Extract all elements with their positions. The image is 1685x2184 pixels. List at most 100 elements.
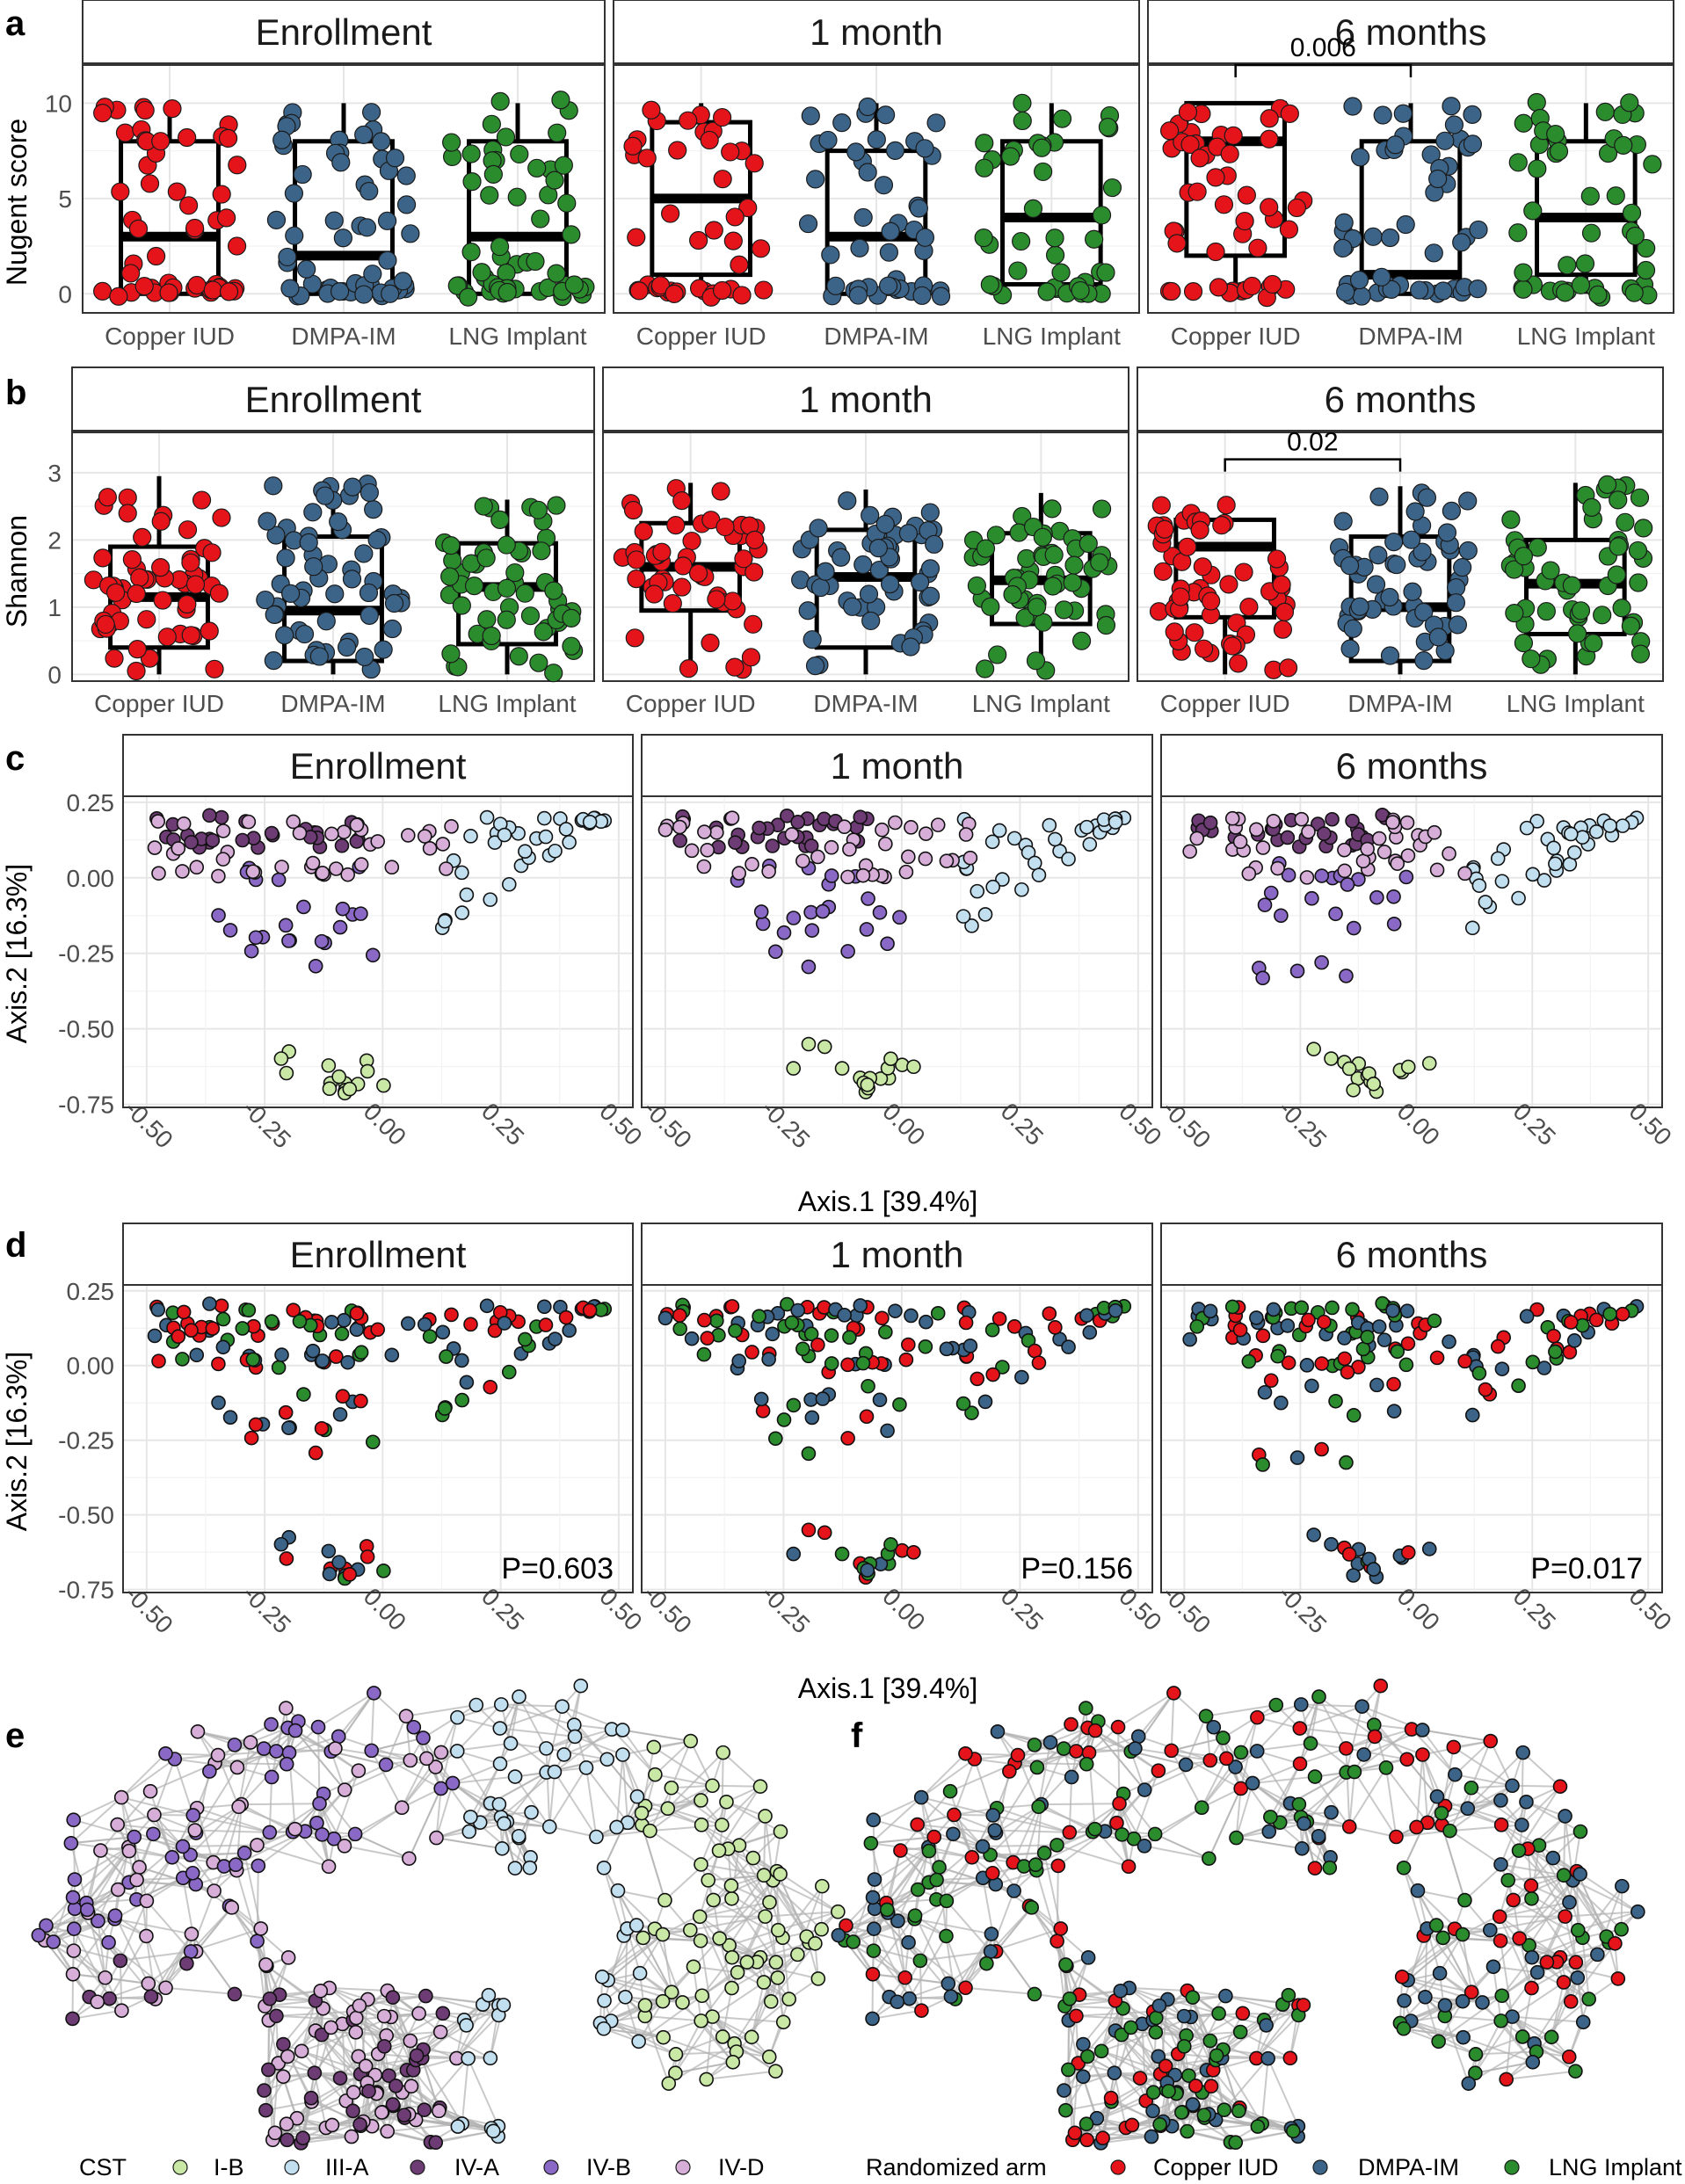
network-edge — [1299, 1705, 1362, 1730]
panel-border — [613, 64, 1140, 314]
data-point — [986, 526, 1006, 545]
network-edge — [344, 1760, 411, 1791]
data-point — [858, 163, 877, 182]
network-node — [675, 1995, 690, 2010]
data-point — [780, 808, 795, 824]
data-point — [1232, 834, 1248, 850]
network-node — [93, 1843, 108, 1858]
network-edge — [574, 1735, 623, 1756]
data-point — [463, 1317, 478, 1332]
data-point — [1360, 1330, 1375, 1345]
network-node — [1468, 2047, 1484, 2062]
data-point — [474, 497, 493, 516]
data-point — [292, 825, 308, 841]
data-point — [1595, 102, 1615, 122]
data-point — [912, 286, 932, 305]
data-point — [898, 524, 919, 543]
data-point — [439, 585, 460, 605]
network-node — [745, 1850, 761, 1866]
network-edge — [671, 1787, 723, 1826]
data-point — [558, 822, 574, 837]
data-point — [331, 1555, 346, 1570]
facet-c-1-month: 1 month-0.50 -0.25 0.00 0.25 0.50 — [638, 734, 1167, 1154]
network-edge — [73, 1818, 135, 1839]
data-point — [1414, 602, 1434, 622]
data-point — [904, 820, 919, 835]
network-edge — [585, 1767, 598, 1838]
data-point — [122, 549, 142, 570]
data-point — [202, 808, 217, 824]
data-point — [837, 819, 852, 835]
data-point — [400, 1316, 416, 1331]
network-node — [345, 2085, 361, 2101]
network-edge — [603, 1867, 625, 1936]
network-node — [1410, 1883, 1426, 1898]
network-node — [396, 2108, 412, 2122]
network-edge — [514, 1775, 551, 1828]
data-point — [918, 851, 933, 867]
box-lng-implant — [963, 492, 1118, 680]
network-edge — [119, 1960, 123, 2011]
data-point — [1505, 560, 1524, 579]
network-edge — [500, 1703, 575, 1726]
data-point — [479, 1298, 495, 1314]
data-point — [322, 1081, 338, 1097]
data-point — [892, 910, 907, 925]
data-point — [815, 1391, 831, 1406]
data-point — [1505, 603, 1524, 623]
network-edge — [425, 1995, 505, 2006]
data-point — [1272, 575, 1291, 594]
data-point — [1337, 1331, 1352, 1346]
data-point — [1042, 817, 1057, 833]
network-edge — [354, 1806, 403, 1835]
data-point — [248, 930, 264, 946]
data-point — [1548, 1344, 1563, 1360]
data-point — [1033, 527, 1052, 547]
data-point — [360, 606, 379, 625]
x-tick-label: Copper IUD — [94, 690, 224, 717]
network-edge — [405, 1716, 411, 1761]
network-node — [511, 1828, 527, 1844]
data-point — [1494, 874, 1510, 889]
data-point — [324, 211, 344, 230]
data-point — [441, 644, 461, 664]
data-point — [1427, 824, 1442, 840]
data-point — [354, 285, 374, 304]
network-edge — [285, 1707, 337, 1750]
network-node — [1164, 1743, 1180, 1759]
data-point — [872, 1392, 888, 1408]
data-point — [1636, 260, 1656, 280]
network-edge — [412, 2057, 457, 2072]
data-point — [216, 208, 236, 228]
network-node — [522, 1860, 538, 1876]
network-edge — [1421, 1754, 1429, 1823]
data-point — [1255, 1457, 1270, 1472]
network-node — [315, 1827, 330, 1842]
data-point — [118, 488, 137, 507]
data-point — [435, 837, 451, 852]
box-lng-implant — [1508, 92, 1662, 307]
x-tick-label: 0.00 — [1392, 1583, 1445, 1636]
data-point — [1386, 1404, 1402, 1419]
network-edge — [1133, 1770, 1159, 1839]
network-node — [330, 1729, 346, 1745]
data-point — [768, 1431, 783, 1447]
network-edge — [775, 1870, 808, 1937]
data-point — [878, 276, 898, 295]
network-node — [693, 1933, 708, 1948]
data-point — [883, 1051, 898, 1066]
data-point — [901, 849, 916, 865]
data-point — [838, 491, 857, 511]
data-point — [353, 906, 368, 921]
network-node — [378, 1757, 394, 1773]
data-point — [855, 1355, 871, 1371]
network-nodes — [31, 1678, 846, 2151]
data-point — [803, 1326, 819, 1342]
data-point — [878, 836, 893, 852]
data-point — [342, 570, 362, 589]
data-point — [278, 247, 297, 267]
data-point — [1471, 878, 1487, 893]
network-edge — [70, 1796, 122, 1845]
network-node — [262, 1991, 278, 2006]
data-point — [991, 823, 1007, 838]
